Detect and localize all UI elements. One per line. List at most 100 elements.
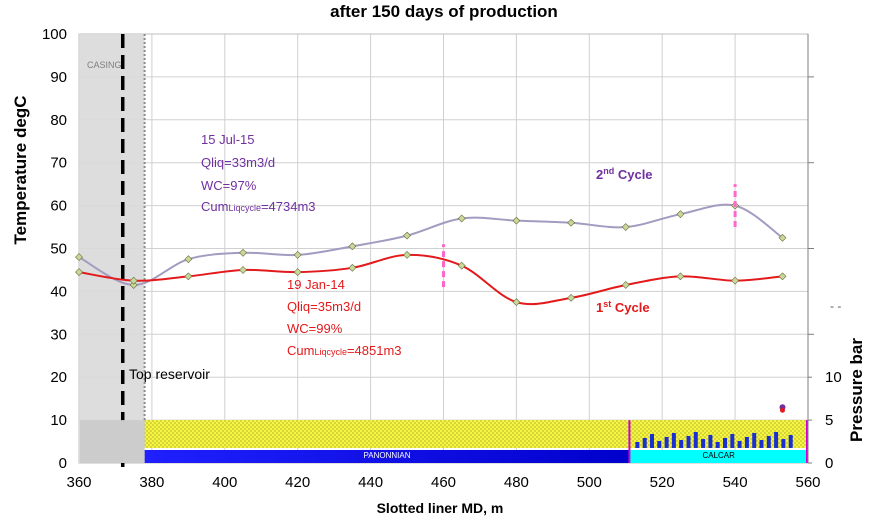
cycle2-label-sup: nd bbox=[603, 166, 614, 176]
cycle1-cum-sub: Liqcycle bbox=[314, 347, 347, 357]
y2-tick-label: 10 bbox=[825, 369, 842, 386]
calcar-bar bbox=[715, 441, 720, 448]
series-cycle1-point bbox=[403, 251, 411, 259]
cycle1-cum-prefix: Cum bbox=[287, 343, 314, 358]
y-tick-label: 30 bbox=[50, 326, 67, 343]
y2-axis-label: Pressure bar bbox=[847, 338, 866, 442]
series-cycle1-line bbox=[78, 253, 783, 306]
cycle1-cum-value: =4851m3 bbox=[347, 343, 402, 358]
y-tick-label: 0 bbox=[59, 455, 67, 472]
cycle2-label-num: 2 bbox=[596, 167, 603, 182]
dash-mark: - - bbox=[830, 299, 841, 313]
calcar-bar bbox=[708, 434, 713, 448]
x-tick-label: 400 bbox=[212, 474, 237, 491]
cycle1-date: 19 Jan-14 bbox=[287, 277, 345, 292]
cycle-markers bbox=[442, 184, 786, 413]
series-cycle1-point bbox=[778, 272, 787, 281]
y-tick-label: 20 bbox=[50, 369, 67, 386]
x-tick-label: 500 bbox=[577, 474, 602, 491]
calcar-bar bbox=[737, 440, 742, 448]
cycle2-label-rest: Cycle bbox=[614, 167, 652, 182]
cycle2-cum-prefix: Cum bbox=[201, 199, 228, 214]
casing-band bbox=[79, 34, 145, 463]
chart-title: after 150 days of production bbox=[330, 2, 558, 21]
calcar-bar bbox=[686, 435, 691, 448]
x-tick-label: 420 bbox=[285, 474, 310, 491]
y2-tick-label: 5 bbox=[825, 412, 833, 429]
cycle1-label-sup: st bbox=[603, 299, 611, 309]
formation-band bbox=[629, 449, 808, 463]
x-tick-label: 520 bbox=[650, 474, 675, 491]
x-tick-label: 560 bbox=[795, 474, 820, 491]
calcar-bar bbox=[788, 434, 793, 448]
x-tick-label: 380 bbox=[139, 474, 164, 491]
x-tick-label: 460 bbox=[431, 474, 456, 491]
cycle1-label-num: 1 bbox=[596, 300, 603, 315]
cycle1-label: 1st Cycle bbox=[596, 299, 650, 315]
calcar-bar bbox=[642, 437, 647, 448]
x-tick-label: 480 bbox=[504, 474, 529, 491]
series-cycle1-point bbox=[676, 272, 685, 281]
y-tick-label: 80 bbox=[50, 112, 67, 129]
casing-label: CASING bbox=[87, 60, 122, 70]
calcar-bar bbox=[664, 436, 669, 448]
formation-label: PANONNIAN bbox=[364, 451, 411, 460]
cycle1-info: 19 Jan-14 Qliq=35m3/d WC=99% CumLiqcycle… bbox=[287, 277, 402, 358]
cycle2-label: 2nd Cycle bbox=[596, 166, 653, 182]
series-cycle1-point bbox=[293, 268, 302, 277]
calcar-bar bbox=[649, 433, 654, 448]
series-cycle2-point bbox=[239, 248, 247, 257]
series-cycle2-line bbox=[78, 203, 784, 286]
calcar-bar bbox=[671, 432, 676, 448]
calcar-bar bbox=[744, 436, 749, 448]
calcar-bar bbox=[781, 438, 786, 448]
calcar-bar bbox=[657, 440, 662, 448]
series-layer bbox=[75, 201, 787, 307]
y-tick-label: 70 bbox=[50, 155, 67, 172]
series-cycle1-point bbox=[129, 276, 138, 285]
series-cycle2-point bbox=[457, 214, 466, 223]
series-cycle1-point bbox=[239, 266, 247, 274]
series-cycle2-point bbox=[129, 281, 138, 289]
series-cycle2-point bbox=[567, 218, 575, 227]
series-cycle2-point bbox=[621, 223, 630, 231]
series-cycle2-point bbox=[184, 255, 193, 264]
axes: 360 380 400 420 440 460 480 500 520 540 5600102030… bbox=[42, 26, 842, 491]
series-cycle2-point bbox=[348, 242, 357, 251]
top-reservoir-label: Top reservoir bbox=[129, 366, 210, 382]
pressure-point bbox=[779, 407, 785, 413]
series-cycle2-point bbox=[778, 233, 787, 242]
y-tick-label: 10 bbox=[50, 412, 67, 429]
calcar-bar bbox=[766, 435, 771, 448]
y2-tick-label: 0 bbox=[825, 455, 833, 472]
grid bbox=[78, 33, 809, 464]
series-cycle2-point bbox=[75, 253, 83, 262]
cycle2-qliq: Qliq=33m3/d bbox=[201, 155, 275, 170]
cycle1-wc: WC=99% bbox=[287, 321, 343, 336]
cycle1-qliq: Qliq=35m3/d bbox=[287, 299, 361, 314]
x-axis-label: Slotted liner MD, m bbox=[377, 500, 504, 516]
x-tick-label: 360 bbox=[66, 474, 91, 491]
cycle2-date: 15 Jul-15 bbox=[201, 132, 254, 147]
x-tick-label: 540 bbox=[723, 474, 748, 491]
series-cycle1-point bbox=[621, 281, 630, 289]
series-cycle1-point bbox=[567, 293, 575, 302]
strip-casing bbox=[80, 420, 145, 463]
formation-label: CALCAR bbox=[702, 451, 735, 460]
cycle1-cum: CumLiqcycle=4851m3 bbox=[287, 343, 402, 358]
formation-fill bbox=[144, 420, 630, 448]
y-tick-label: 90 bbox=[50, 69, 67, 86]
calcar-bar bbox=[722, 437, 727, 448]
series-cycle1-point bbox=[75, 268, 83, 277]
calcar-bar bbox=[759, 439, 764, 448]
formation-panonnian: PANONNIAN bbox=[144, 420, 630, 463]
y-tick-label: 60 bbox=[50, 198, 67, 215]
calcar-bar bbox=[774, 431, 779, 448]
formation-calcar: CALCAR bbox=[629, 420, 808, 463]
calcar-bar bbox=[693, 431, 698, 448]
cycle2-cum: CumLiqcycle=4734m3 bbox=[201, 199, 316, 214]
formation-band bbox=[144, 449, 630, 463]
series-cycle1-point bbox=[731, 276, 740, 285]
cycle2-wc: WC=97% bbox=[201, 178, 257, 193]
